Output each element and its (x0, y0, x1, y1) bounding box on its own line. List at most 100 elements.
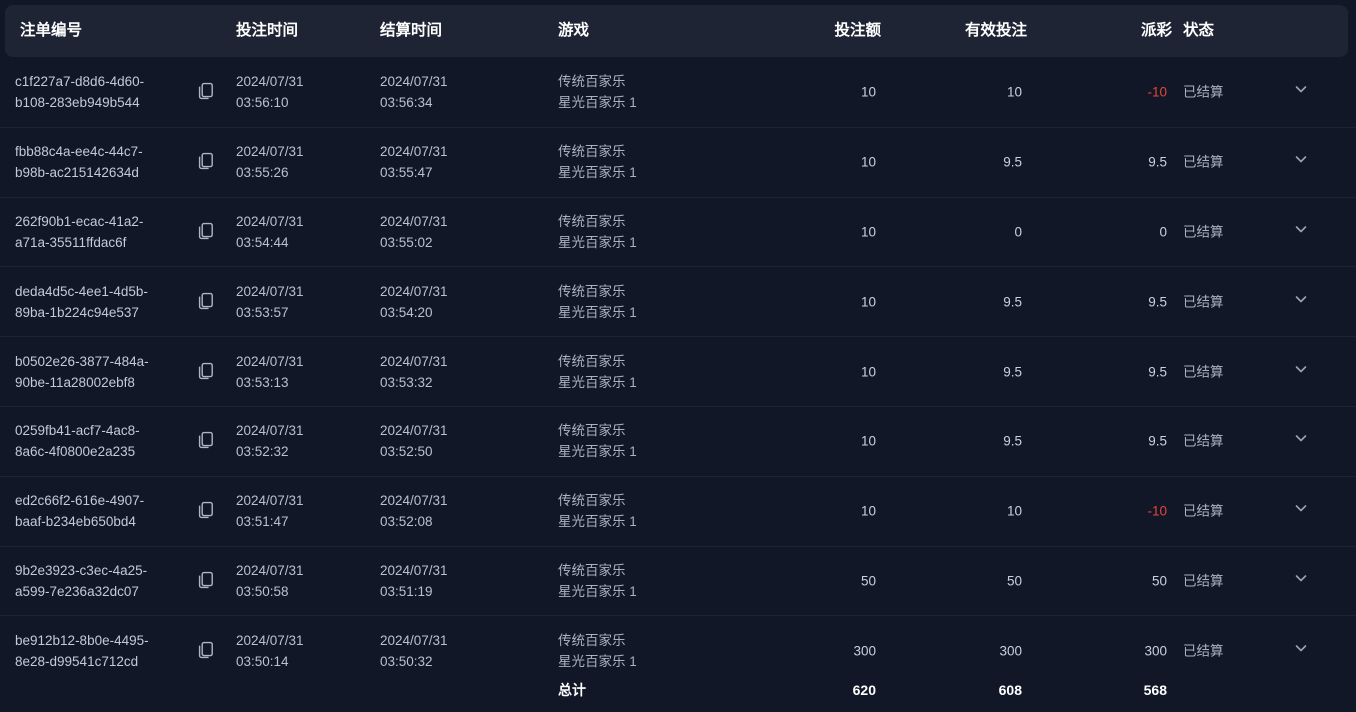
chevron-down-icon[interactable] (1292, 150, 1316, 174)
order-id-line-2: 90be-11a28002ebf8 (15, 374, 135, 390)
copy-icon[interactable] (196, 81, 218, 103)
cell-game: 传统百家乐 星光百家乐 1 (558, 211, 637, 253)
cell-payout: 9.5 (1148, 433, 1167, 449)
cell-valid-bet: 9.5 (1003, 294, 1022, 310)
game-category: 传统百家乐 (558, 213, 626, 229)
cell-status: 已结算 (1183, 84, 1224, 100)
column-header-game[interactable]: 游戏 (558, 22, 590, 39)
cell-bet-time: 2024/07/31 03:50:58 (236, 560, 304, 602)
cell-order-id: deda4d5c-4ee1-4d5b- 89ba-1b224c94e537 (15, 281, 185, 323)
cell-settle-time: 2024/07/31 03:54:20 (380, 281, 448, 323)
table-row[interactable]: fbb88c4a-ee4c-44c7- b98b-ac215142634d 2024… (0, 128, 1356, 198)
cell-status: 已结算 (1183, 294, 1224, 310)
column-header-bet-time[interactable]: 投注时间 (236, 22, 299, 39)
cell-bet-amount: 10 (860, 433, 876, 449)
column-header-order-id[interactable]: 注单编号 (20, 22, 83, 39)
cell-order-id: 262f90b1-ecac-41a2- a71a-35511ffdac6f (15, 211, 185, 253)
chevron-down-icon[interactable] (1292, 80, 1316, 104)
copy-icon[interactable] (196, 570, 218, 592)
column-header-bet-amount[interactable]: 投注额 (834, 22, 881, 39)
cell-game: 传统百家乐 星光百家乐 1 (558, 281, 637, 323)
copy-icon[interactable] (196, 500, 218, 522)
chevron-down-icon[interactable] (1292, 429, 1316, 453)
column-header-payout[interactable]: 派彩 (1140, 22, 1172, 39)
copy-icon[interactable] (196, 361, 218, 383)
bet-time: 03:53:57 (236, 304, 289, 320)
copy-icon[interactable] (196, 430, 218, 452)
settle-date: 2024/07/31 (380, 493, 448, 509)
cell-order-id: fbb88c4a-ee4c-44c7- b98b-ac215142634d (15, 141, 185, 183)
cell-bet-time: 2024/07/31 03:55:26 (236, 141, 304, 183)
chevron-down-icon[interactable] (1292, 569, 1316, 593)
game-category: 传统百家乐 (558, 144, 626, 160)
cell-bet-time: 2024/07/31 03:56:10 (236, 71, 304, 113)
cell-valid-bet: 10 (1006, 84, 1022, 100)
cell-bet-amount: 10 (860, 224, 876, 240)
cell-bet-time: 2024/07/31 03:51:47 (236, 490, 304, 532)
settle-date: 2024/07/31 (380, 353, 448, 369)
settle-date: 2024/07/31 (380, 562, 448, 578)
settle-time: 03:54:20 (380, 304, 433, 320)
game-table: 星光百家乐 1 (558, 165, 637, 181)
copy-icon[interactable] (196, 640, 218, 662)
cell-bet-amount: 10 (860, 154, 876, 170)
order-id-line-1: 9b2e3923-c3ec-4a25- (15, 562, 148, 578)
settle-date: 2024/07/31 (380, 74, 448, 90)
table-row[interactable]: ed2c66f2-616e-4907- baaf-b234eb650bd4 2024… (0, 477, 1356, 547)
order-id-line-2: a71a-35511ffdac6f (15, 234, 127, 250)
bet-time: 03:51:47 (236, 514, 289, 530)
order-id-line-1: deda4d5c-4ee1-4d5b- (15, 283, 148, 299)
table-row[interactable]: deda4d5c-4ee1-4d5b- 89ba-1b224c94e537 2024… (0, 267, 1356, 338)
cell-bet-amount: 10 (860, 84, 876, 100)
order-id-line-2: 89ba-1b224c94e537 (15, 304, 139, 320)
chevron-down-icon[interactable] (1292, 499, 1316, 523)
table-row[interactable]: 262f90b1-ecac-41a2- a71a-35511ffdac6f 2024… (0, 198, 1356, 268)
table-row[interactable]: c1f227a7-d8d6-4d60- b108-283eb949b544 2024… (0, 58, 1356, 128)
table-row[interactable]: b0502e26-3877-484a- 90be-11a28002ebf8 2024… (0, 337, 1356, 407)
cell-order-id: ed2c66f2-616e-4907- baaf-b234eb650bd4 (15, 490, 185, 532)
cell-bet-amount: 10 (860, 294, 876, 310)
copy-icon[interactable] (196, 151, 218, 173)
cell-bet-time: 2024/07/31 03:53:13 (236, 351, 304, 393)
cell-valid-bet: 10 (1006, 503, 1022, 519)
settle-date: 2024/07/31 (380, 283, 448, 299)
order-id-line-2: 8e28-d99541c712cd (15, 654, 139, 670)
table-row[interactable]: 9b2e3923-c3ec-4a25- a599-7e236a32dc07 2024… (0, 547, 1356, 617)
settle-time: 03:55:47 (380, 165, 433, 181)
order-id-line-2: baaf-b234eb650bd4 (15, 514, 136, 530)
cell-status: 已结算 (1183, 643, 1224, 659)
cell-status: 已结算 (1183, 364, 1224, 380)
settle-time: 03:56:34 (380, 95, 433, 111)
column-header-settle-time[interactable]: 结算时间 (380, 22, 443, 39)
bet-date: 2024/07/31 (236, 144, 304, 160)
chevron-down-icon[interactable] (1292, 290, 1316, 314)
cell-game: 传统百家乐星光百家乐 1 (558, 141, 637, 183)
cell-bet-amount: 10 (860, 503, 876, 519)
cell-payout: 0 (1159, 224, 1167, 240)
cell-order-id: c1f227a7-d8d6-4d60- b108-283eb949b544 (15, 71, 185, 113)
cell-bet-amount: 10 (860, 364, 876, 380)
chevron-down-icon[interactable] (1292, 639, 1316, 663)
cell-status: 已结算 (1183, 154, 1224, 170)
copy-icon[interactable] (196, 221, 218, 243)
cell-game: 传统百家乐 星光百家乐 1 (558, 351, 637, 393)
table-row[interactable]: 0259fb41-acf7-4ac8- 8a6c-4f0800e2a235 2024… (0, 407, 1356, 477)
chevron-down-icon[interactable] (1292, 220, 1316, 244)
cell-settle-time: 2024/07/31 03:51:19 (380, 560, 448, 602)
game-table: 星光百家乐 1 (558, 95, 637, 111)
chevron-down-icon[interactable] (1292, 360, 1316, 384)
cell-game: 传统百家乐 星光百家乐 1 (558, 420, 637, 462)
column-header-valid-bet[interactable]: 有效投注 (964, 22, 1027, 39)
table-row[interactable]: be912b12-8b0e-4495- 8e28-d99541c712cd 2024… (0, 616, 1356, 686)
settle-time: 03:52:50 (380, 444, 433, 460)
game-table: 星光百家乐 1 (558, 444, 637, 460)
copy-icon[interactable] (196, 291, 218, 313)
column-header-status[interactable]: 状态 (1183, 22, 1215, 39)
cell-bet-time: 2024/07/31 03:50:14 (236, 630, 304, 672)
settle-time: 03:52:08 (380, 514, 433, 530)
bet-date: 2024/07/31 (236, 633, 304, 649)
cell-bet-amount: 50 (860, 573, 876, 589)
settle-time: 03:50:32 (380, 654, 433, 670)
order-id-line-2: b98b-ac215142634d (15, 165, 139, 181)
